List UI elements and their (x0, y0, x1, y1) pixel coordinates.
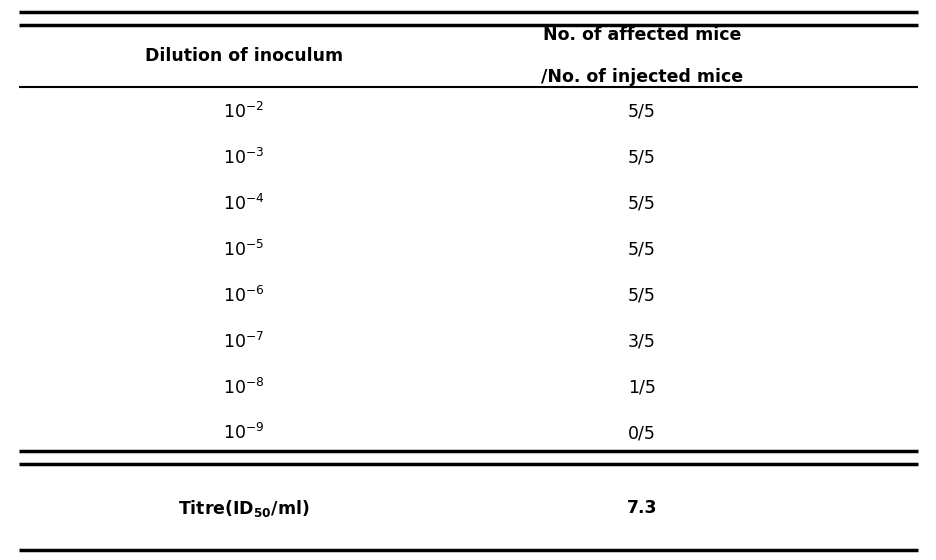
Text: $\mathregular{10^{-6}}$: $\mathregular{10^{-6}}$ (223, 286, 264, 306)
Text: $\mathregular{10^{-3}}$: $\mathregular{10^{-3}}$ (223, 148, 264, 168)
Text: 5/5: 5/5 (627, 149, 655, 167)
Text: 5/5: 5/5 (627, 241, 655, 259)
Text: $\mathregular{10^{-5}}$: $\mathregular{10^{-5}}$ (223, 240, 264, 260)
Text: $\mathregular{10^{-2}}$: $\mathregular{10^{-2}}$ (223, 102, 264, 122)
Text: 1/5: 1/5 (627, 379, 655, 396)
Text: $\mathbf{Titre(ID_{50}/ml)}$: $\mathbf{Titre(ID_{50}/ml)}$ (178, 498, 309, 519)
Text: 5/5: 5/5 (627, 103, 655, 121)
Text: /No. of injected mice: /No. of injected mice (540, 68, 742, 86)
Text: $\mathregular{10^{-8}}$: $\mathregular{10^{-8}}$ (223, 377, 264, 398)
Text: 5/5: 5/5 (627, 195, 655, 213)
Text: $\mathregular{10^{-4}}$: $\mathregular{10^{-4}}$ (223, 194, 264, 214)
Text: 5/5: 5/5 (627, 287, 655, 305)
Text: Dilution of inoculum: Dilution of inoculum (144, 47, 343, 65)
Text: No. of affected mice: No. of affected mice (542, 26, 740, 44)
Text: 7.3: 7.3 (626, 500, 656, 517)
Text: 3/5: 3/5 (627, 333, 655, 351)
Text: 0/5: 0/5 (627, 424, 655, 442)
Text: $\mathregular{10^{-7}}$: $\mathregular{10^{-7}}$ (223, 332, 264, 352)
Text: $\mathregular{10^{-9}}$: $\mathregular{10^{-9}}$ (223, 423, 264, 444)
